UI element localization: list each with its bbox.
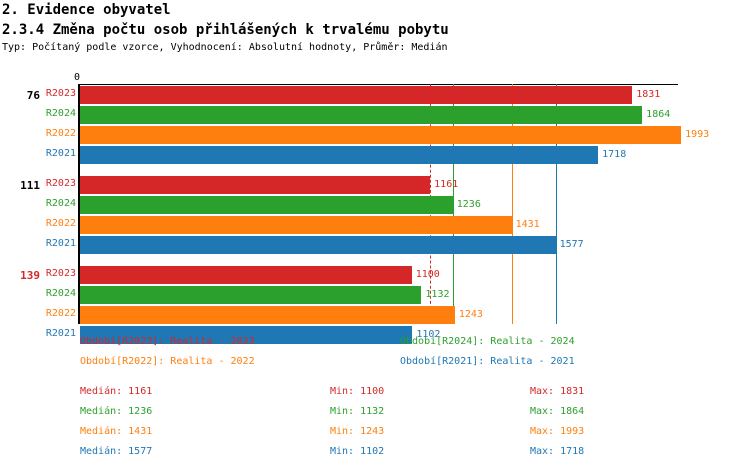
bar	[80, 286, 422, 304]
bar-row-label: R2022	[45, 218, 76, 229]
bar-value-label: 1243	[458, 309, 483, 320]
legend-item: Období[R2022]: Realita - 2022	[80, 356, 255, 367]
bar-row: R2024 1236	[0, 196, 750, 214]
bar-row-label: R2024	[45, 108, 76, 119]
bar	[80, 216, 512, 234]
legend-item: Období[R2024]: Realita - 2024	[400, 336, 575, 347]
bar-value-label: 1431	[515, 219, 540, 230]
group-number-label: 76	[26, 89, 40, 102]
chart-plot-area: 0 R2023 1831 R2024 1864 R2022 1993 R2021 1718 R2…	[0, 70, 750, 344]
bar	[80, 236, 556, 254]
bar-value-label: 1132	[425, 289, 450, 300]
bar-value-label: 1993	[685, 129, 710, 140]
bar-row: R2024 1132	[0, 286, 750, 304]
bar-row: R2021 1577	[0, 236, 750, 254]
legend-item: Období[R2023]: Realita - 2023	[80, 336, 255, 347]
stat-max: Max: 1718	[530, 446, 585, 457]
bar-row: R2024 1864	[0, 106, 750, 124]
stat-median: Medián: 1431	[80, 426, 153, 437]
stat-min: Min: 1243	[330, 426, 385, 437]
median-reference-line	[555, 84, 557, 324]
bar	[80, 306, 455, 324]
bar-value-label: 1577	[559, 239, 584, 250]
bar-row: R2022 1243	[0, 306, 750, 324]
chart-legend: Období[R2023]: Realita - 2023 Období[R202…	[0, 336, 750, 376]
bar-row: R2023 1161	[0, 176, 750, 194]
bar-value-label: 1102	[416, 329, 441, 340]
stat-min: Min: 1102	[330, 446, 385, 457]
stat-max: Max: 1831	[530, 386, 585, 397]
bar-row-label: R2023	[45, 178, 76, 189]
group-number-label: 111	[20, 179, 40, 192]
bar-value-label: 1864	[646, 109, 671, 120]
bar-row-label: R2022	[45, 308, 76, 319]
bar-row: R2023 1100	[0, 266, 750, 284]
bar-row: R2022 1431	[0, 216, 750, 234]
bar	[80, 196, 453, 214]
bar-row-label: R2023	[45, 268, 76, 279]
bar-row: R2023 1831	[0, 86, 750, 104]
axis-zero-label: 0	[74, 72, 81, 83]
bar	[80, 266, 412, 284]
stat-median: Medián: 1577	[80, 446, 153, 457]
bar	[80, 176, 431, 194]
bar-row-label: R2024	[45, 198, 76, 209]
bar	[80, 326, 413, 344]
stat-max: Max: 1993	[530, 426, 585, 437]
bar-row-label: R2021	[45, 148, 76, 159]
bar-row-label: R2023	[45, 88, 76, 99]
stat-max: Max: 1864	[530, 406, 585, 417]
median-reference-line	[511, 84, 513, 324]
stat-min: Min: 1100	[330, 386, 385, 397]
bar-row-label: R2024	[45, 288, 76, 299]
page-title: 2.3.4 Změna počtu osob přihlášených k tr…	[2, 22, 449, 38]
median-reference-line	[452, 84, 454, 324]
bar-row: R2021 1102	[0, 326, 750, 344]
bar-row: R2022 1993	[0, 126, 750, 144]
bar-value-label: 1718	[602, 149, 627, 160]
bar-row-label: R2021	[45, 238, 76, 249]
bar-value-label: 1100	[415, 269, 440, 280]
chart-statistics: Medián: 1161 Min: 1100 Max: 1831 Medián: 12…	[0, 386, 750, 476]
bar-row: R2021 1718	[0, 146, 750, 164]
y-axis-line	[78, 84, 80, 324]
stat-median: Medián: 1161	[80, 386, 153, 397]
bar	[80, 106, 643, 124]
bar-value-label: 1236	[456, 199, 481, 210]
group-number-label: 139	[20, 269, 40, 282]
bar-row-label: R2021	[45, 328, 76, 339]
bar	[80, 146, 599, 164]
bar-value-label: 1831	[636, 89, 661, 100]
stat-median: Medián: 1236	[80, 406, 153, 417]
bar	[80, 126, 682, 144]
chart-subtitle: Typ: Počítaný podle vzorce, Vyhodnocení:…	[2, 42, 448, 53]
bar	[80, 86, 633, 104]
bar-row-label: R2022	[45, 128, 76, 139]
bar-value-label: 1161	[434, 179, 459, 190]
x-axis-top-line	[78, 84, 678, 85]
page-title-section: 2. Evidence obyvatel	[2, 2, 171, 18]
stat-min: Min: 1132	[330, 406, 385, 417]
legend-item: Období[R2021]: Realita - 2021	[400, 356, 575, 367]
